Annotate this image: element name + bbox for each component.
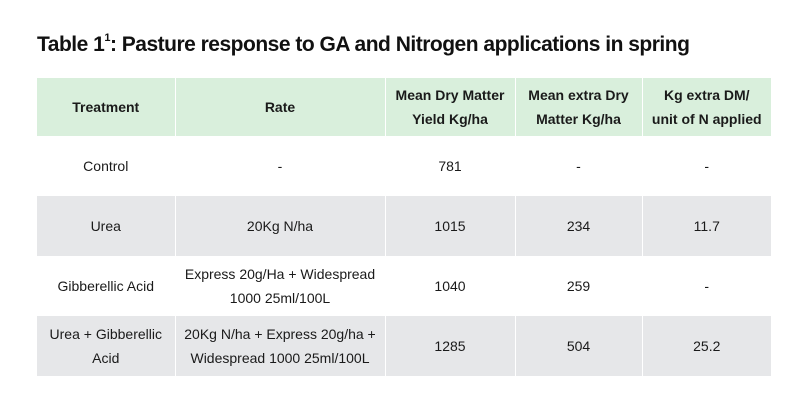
table-title-main: Table 1 bbox=[37, 33, 105, 56]
table-row: Control - 781 - - bbox=[37, 136, 771, 196]
cell-treatment: Control bbox=[37, 136, 176, 196]
header-kg-extra-dm-per-n: Kg extra DM/unit of N applied bbox=[642, 78, 771, 136]
table-title-rest: : Pasture response to GA and Nitrogen ap… bbox=[109, 33, 690, 56]
table-row: Gibberellic Acid Express 20g/Ha + Widesp… bbox=[37, 256, 771, 316]
cell-rate: - bbox=[175, 136, 386, 196]
header-mean-extra-dry-matter: Mean extra Dry Matter Kg/ha bbox=[515, 78, 643, 136]
header-mean-dry-matter: Mean Dry Matter Yield Kg/ha bbox=[385, 78, 516, 136]
cell-kg-per-n: - bbox=[642, 256, 771, 316]
cell-kg-per-n: - bbox=[642, 136, 771, 196]
cell-kg-per-n: 11.7 bbox=[642, 196, 771, 256]
cell-mean-dm: 781 bbox=[385, 136, 516, 196]
cell-mean-dm: 1015 bbox=[385, 196, 516, 256]
cell-extra-dm: 234 bbox=[515, 196, 643, 256]
table-row: Urea 20Kg N/ha 1015 234 11.7 bbox=[37, 196, 771, 256]
cell-kg-per-n: 25.2 bbox=[642, 316, 771, 376]
footnote-marker: 1 bbox=[104, 32, 110, 44]
cell-rate: Express 20g/Ha + Widespread 1000 25ml/100… bbox=[175, 256, 386, 316]
table-row: Urea + Gibberellic Acid 20Kg N/ha + Expre… bbox=[37, 316, 771, 376]
cell-extra-dm: 259 bbox=[515, 256, 643, 316]
table-title: Table 11: Pasture response to GA and Nit… bbox=[37, 32, 690, 57]
cell-rate: 20Kg N/ha bbox=[175, 196, 386, 256]
header-rate: Rate bbox=[175, 78, 386, 136]
cell-extra-dm: - bbox=[515, 136, 643, 196]
cell-mean-dm: 1040 bbox=[385, 256, 516, 316]
cell-extra-dm: 504 bbox=[515, 316, 643, 376]
header-treatment: Treatment bbox=[37, 78, 176, 136]
header-row: Treatment Rate Mean Dry Matter Yield Kg/h… bbox=[37, 78, 771, 136]
pasture-response-table: Treatment Rate Mean Dry Matter Yield Kg/h… bbox=[37, 78, 771, 376]
cell-treatment: Gibberellic Acid bbox=[37, 256, 176, 316]
cell-treatment: Urea + Gibberellic Acid bbox=[37, 316, 176, 376]
cell-mean-dm: 1285 bbox=[385, 316, 516, 376]
cell-rate: 20Kg N/ha + Express 20g/ha + Widespread 1… bbox=[175, 316, 386, 376]
cell-treatment: Urea bbox=[37, 196, 176, 256]
